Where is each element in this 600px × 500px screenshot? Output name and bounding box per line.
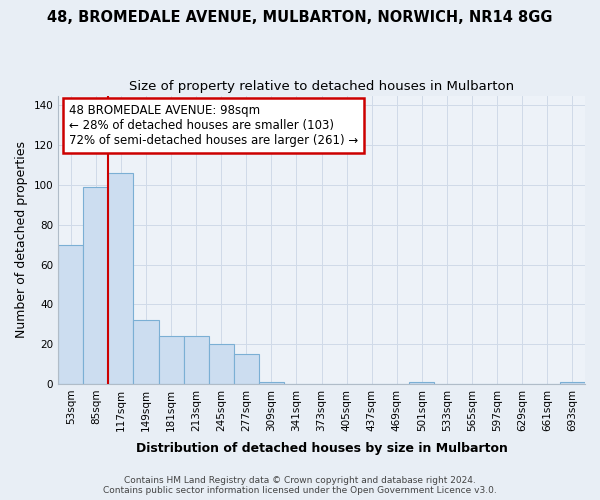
Text: Contains HM Land Registry data © Crown copyright and database right 2024.
Contai: Contains HM Land Registry data © Crown c… bbox=[103, 476, 497, 495]
Bar bbox=[83, 187, 109, 384]
Bar bbox=[58, 244, 83, 384]
Bar bbox=[259, 382, 284, 384]
Text: 48, BROMEDALE AVENUE, MULBARTON, NORWICH, NR14 8GG: 48, BROMEDALE AVENUE, MULBARTON, NORWICH… bbox=[47, 10, 553, 25]
Bar bbox=[409, 382, 434, 384]
Bar bbox=[184, 336, 209, 384]
Y-axis label: Number of detached properties: Number of detached properties bbox=[15, 141, 28, 338]
Bar bbox=[133, 320, 158, 384]
Text: 48 BROMEDALE AVENUE: 98sqm
← 28% of detached houses are smaller (103)
72% of sem: 48 BROMEDALE AVENUE: 98sqm ← 28% of deta… bbox=[69, 104, 358, 147]
Bar bbox=[109, 173, 133, 384]
Bar bbox=[209, 344, 234, 384]
Bar bbox=[158, 336, 184, 384]
Bar bbox=[234, 354, 259, 384]
X-axis label: Distribution of detached houses by size in Mulbarton: Distribution of detached houses by size … bbox=[136, 442, 508, 455]
Bar bbox=[560, 382, 585, 384]
Title: Size of property relative to detached houses in Mulbarton: Size of property relative to detached ho… bbox=[129, 80, 514, 93]
